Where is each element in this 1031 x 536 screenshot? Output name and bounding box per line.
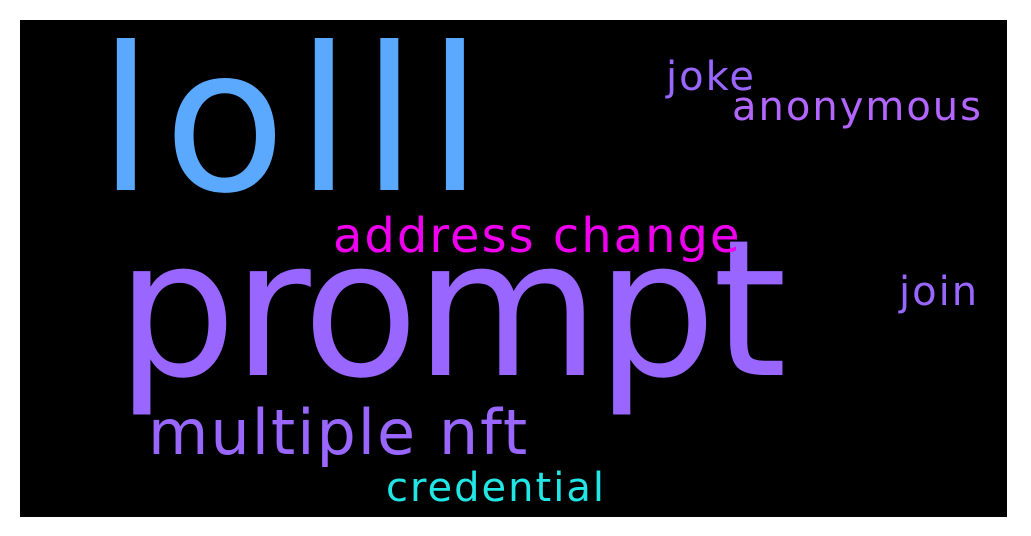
word-address-change: address change <box>333 208 742 264</box>
word-cloud: lolll prompt address change multiple nft… <box>20 20 1007 517</box>
word-credential: credential <box>386 465 606 511</box>
word-anonymous: anonymous <box>732 84 983 130</box>
word-join: join <box>899 269 980 315</box>
word-prompt: prompt <box>116 199 787 420</box>
word-joke: joke <box>666 54 756 100</box>
word-lolll: lolll <box>98 20 493 238</box>
word-multiple-nft: multiple nft <box>148 396 530 469</box>
